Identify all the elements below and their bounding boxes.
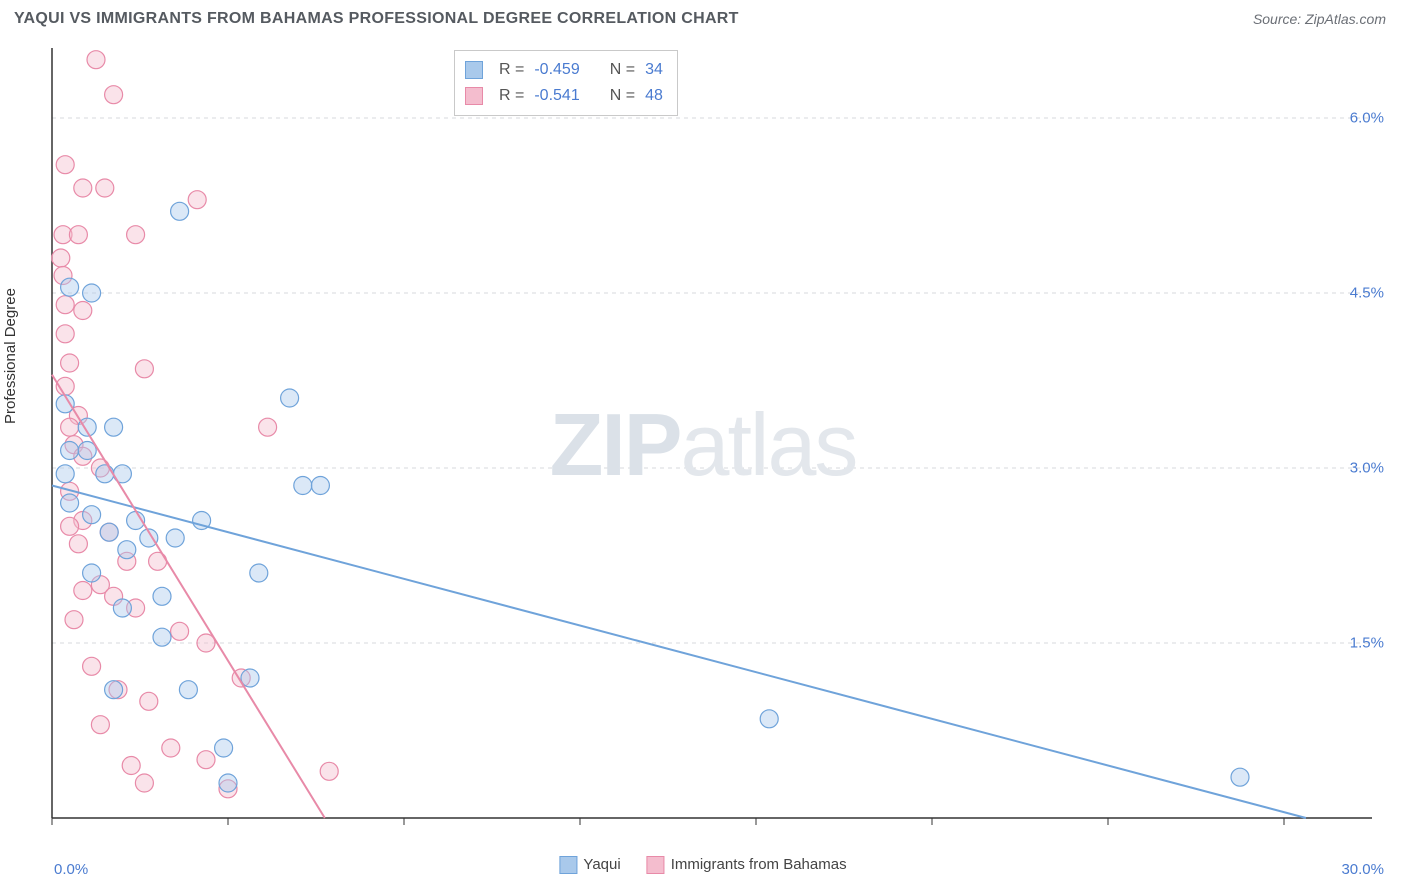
chart-area: Professional Degree ZIPatlas R = -0.459 … — [14, 44, 1392, 880]
y-tick-label: 3.0% — [1350, 460, 1384, 477]
x-min-label: 0.0% — [54, 861, 88, 878]
legend: Yaqui Immigrants from Bahamas — [559, 856, 846, 874]
legend-item: Immigrants from Bahamas — [647, 856, 847, 874]
y-tick-label: 6.0% — [1350, 110, 1384, 127]
x-max-label: 30.0% — [1341, 861, 1384, 878]
n-label: N = — [610, 83, 635, 109]
r-label: R = — [499, 57, 524, 83]
header: YAQUI VS IMMIGRANTS FROM BAHAMAS PROFESS… — [0, 0, 1406, 36]
swatch-icon — [559, 856, 577, 874]
swatch-icon — [465, 61, 483, 79]
r-label: R = — [499, 83, 524, 109]
source-label: Source: ZipAtlas.com — [1253, 11, 1386, 27]
swatch-icon — [465, 87, 483, 105]
correlation-stats-box: R = -0.459 N = 34 R = -0.541 N = 48 — [454, 50, 678, 116]
chart-title: YAQUI VS IMMIGRANTS FROM BAHAMAS PROFESS… — [14, 10, 739, 28]
swatch-icon — [647, 856, 665, 874]
stat-row: R = -0.541 N = 48 — [465, 83, 663, 109]
r-value: -0.541 — [534, 83, 579, 109]
n-value: 34 — [645, 57, 663, 83]
legend-item: Yaqui — [559, 856, 620, 874]
stat-row: R = -0.459 N = 34 — [465, 57, 663, 83]
y-tick-label: 4.5% — [1350, 285, 1384, 302]
legend-label: Immigrants from Bahamas — [671, 856, 847, 873]
r-value: -0.459 — [534, 57, 579, 83]
y-tick-label: 1.5% — [1350, 635, 1384, 652]
n-label: N = — [610, 57, 635, 83]
n-value: 48 — [645, 83, 663, 109]
scatter-plot — [14, 44, 1392, 880]
legend-label: Yaqui — [583, 856, 620, 873]
